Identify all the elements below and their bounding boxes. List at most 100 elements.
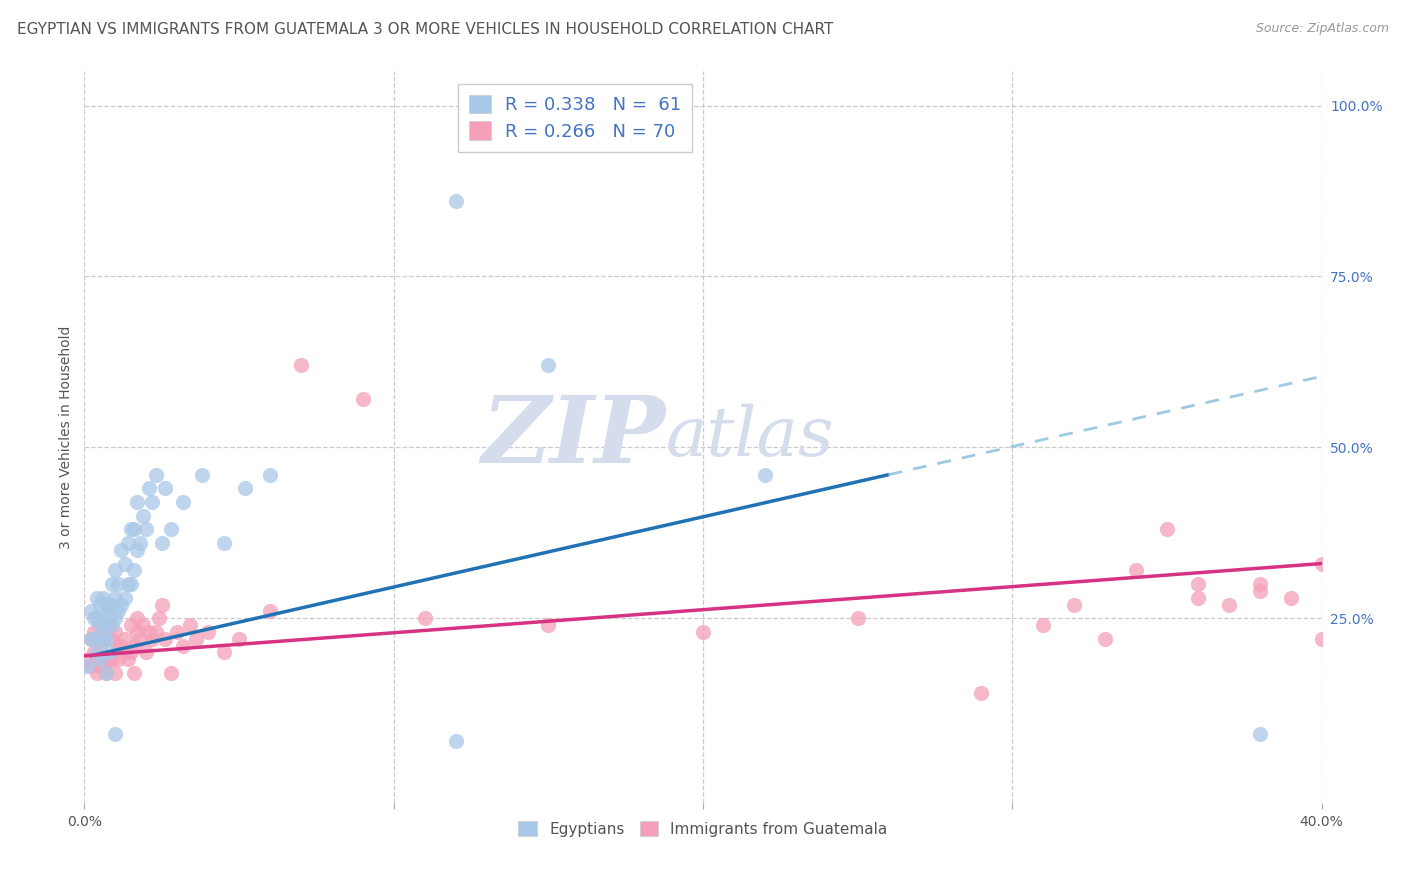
Point xyxy=(122,522,145,536)
Point xyxy=(145,624,167,639)
Point xyxy=(754,467,776,482)
Point xyxy=(98,645,121,659)
Point xyxy=(1187,577,1209,591)
Point xyxy=(153,481,176,495)
Text: ZIP: ZIP xyxy=(482,392,666,482)
Text: Source: ZipAtlas.com: Source: ZipAtlas.com xyxy=(1256,22,1389,36)
Point xyxy=(132,508,155,523)
Point xyxy=(104,624,127,639)
Point xyxy=(1249,577,1271,591)
Point xyxy=(537,359,560,373)
Point xyxy=(79,632,101,646)
Point xyxy=(444,194,467,209)
Point xyxy=(1094,632,1116,646)
Point xyxy=(94,618,117,632)
Point xyxy=(79,659,101,673)
Point xyxy=(259,467,281,482)
Point xyxy=(104,727,127,741)
Point xyxy=(98,652,121,666)
Point xyxy=(98,598,121,612)
Point xyxy=(413,611,436,625)
Point xyxy=(970,686,993,700)
Point xyxy=(150,598,173,612)
Point xyxy=(1032,618,1054,632)
Point xyxy=(141,495,163,509)
Point xyxy=(120,577,142,591)
Point xyxy=(1249,727,1271,741)
Point xyxy=(114,645,136,659)
Point xyxy=(120,645,142,659)
Point xyxy=(89,659,111,673)
Point xyxy=(290,359,312,373)
Point xyxy=(1156,522,1178,536)
Point xyxy=(98,611,121,625)
Text: atlas: atlas xyxy=(666,404,834,470)
Point xyxy=(110,639,132,653)
Point xyxy=(89,639,111,653)
Point xyxy=(153,632,176,646)
Point xyxy=(1218,598,1240,612)
Point xyxy=(117,536,139,550)
Point xyxy=(114,632,136,646)
Point xyxy=(91,611,114,625)
Point xyxy=(197,624,219,639)
Point xyxy=(89,618,111,632)
Point xyxy=(94,665,117,680)
Point xyxy=(132,618,155,632)
Point xyxy=(107,652,129,666)
Point xyxy=(846,611,869,625)
Point xyxy=(89,652,111,666)
Point xyxy=(101,577,124,591)
Point xyxy=(91,632,114,646)
Point xyxy=(166,624,188,639)
Point xyxy=(537,618,560,632)
Point xyxy=(76,659,98,673)
Point xyxy=(79,632,101,646)
Point xyxy=(233,481,256,495)
Point xyxy=(98,618,121,632)
Point xyxy=(107,604,129,618)
Point xyxy=(104,665,127,680)
Point xyxy=(129,536,152,550)
Point xyxy=(94,598,117,612)
Point xyxy=(91,632,114,646)
Point xyxy=(114,557,136,571)
Point xyxy=(1310,557,1333,571)
Point xyxy=(125,624,148,639)
Point xyxy=(122,563,145,577)
Point xyxy=(692,624,714,639)
Point xyxy=(160,522,183,536)
Point xyxy=(1187,591,1209,605)
Point xyxy=(138,481,160,495)
Point xyxy=(212,645,235,659)
Point xyxy=(172,639,194,653)
Point xyxy=(101,618,124,632)
Point xyxy=(107,577,129,591)
Point xyxy=(86,591,108,605)
Point xyxy=(86,611,108,625)
Point xyxy=(83,611,105,625)
Point xyxy=(1279,591,1302,605)
Point xyxy=(83,632,105,646)
Point xyxy=(117,652,139,666)
Point xyxy=(125,495,148,509)
Point xyxy=(76,652,98,666)
Point xyxy=(79,604,101,618)
Point xyxy=(160,665,183,680)
Point xyxy=(89,598,111,612)
Point xyxy=(1249,583,1271,598)
Point xyxy=(120,522,142,536)
Point xyxy=(86,645,108,659)
Point xyxy=(1310,632,1333,646)
Legend: Egyptians, Immigrants from Guatemala: Egyptians, Immigrants from Guatemala xyxy=(512,814,894,843)
Point xyxy=(94,665,117,680)
Point xyxy=(83,624,105,639)
Point xyxy=(117,577,139,591)
Point xyxy=(145,467,167,482)
Point xyxy=(107,639,129,653)
Point xyxy=(114,591,136,605)
Point xyxy=(122,639,145,653)
Point xyxy=(91,591,114,605)
Text: EGYPTIAN VS IMMIGRANTS FROM GUATEMALA 3 OR MORE VEHICLES IN HOUSEHOLD CORRELATIO: EGYPTIAN VS IMMIGRANTS FROM GUATEMALA 3 … xyxy=(17,22,834,37)
Point xyxy=(94,632,117,646)
